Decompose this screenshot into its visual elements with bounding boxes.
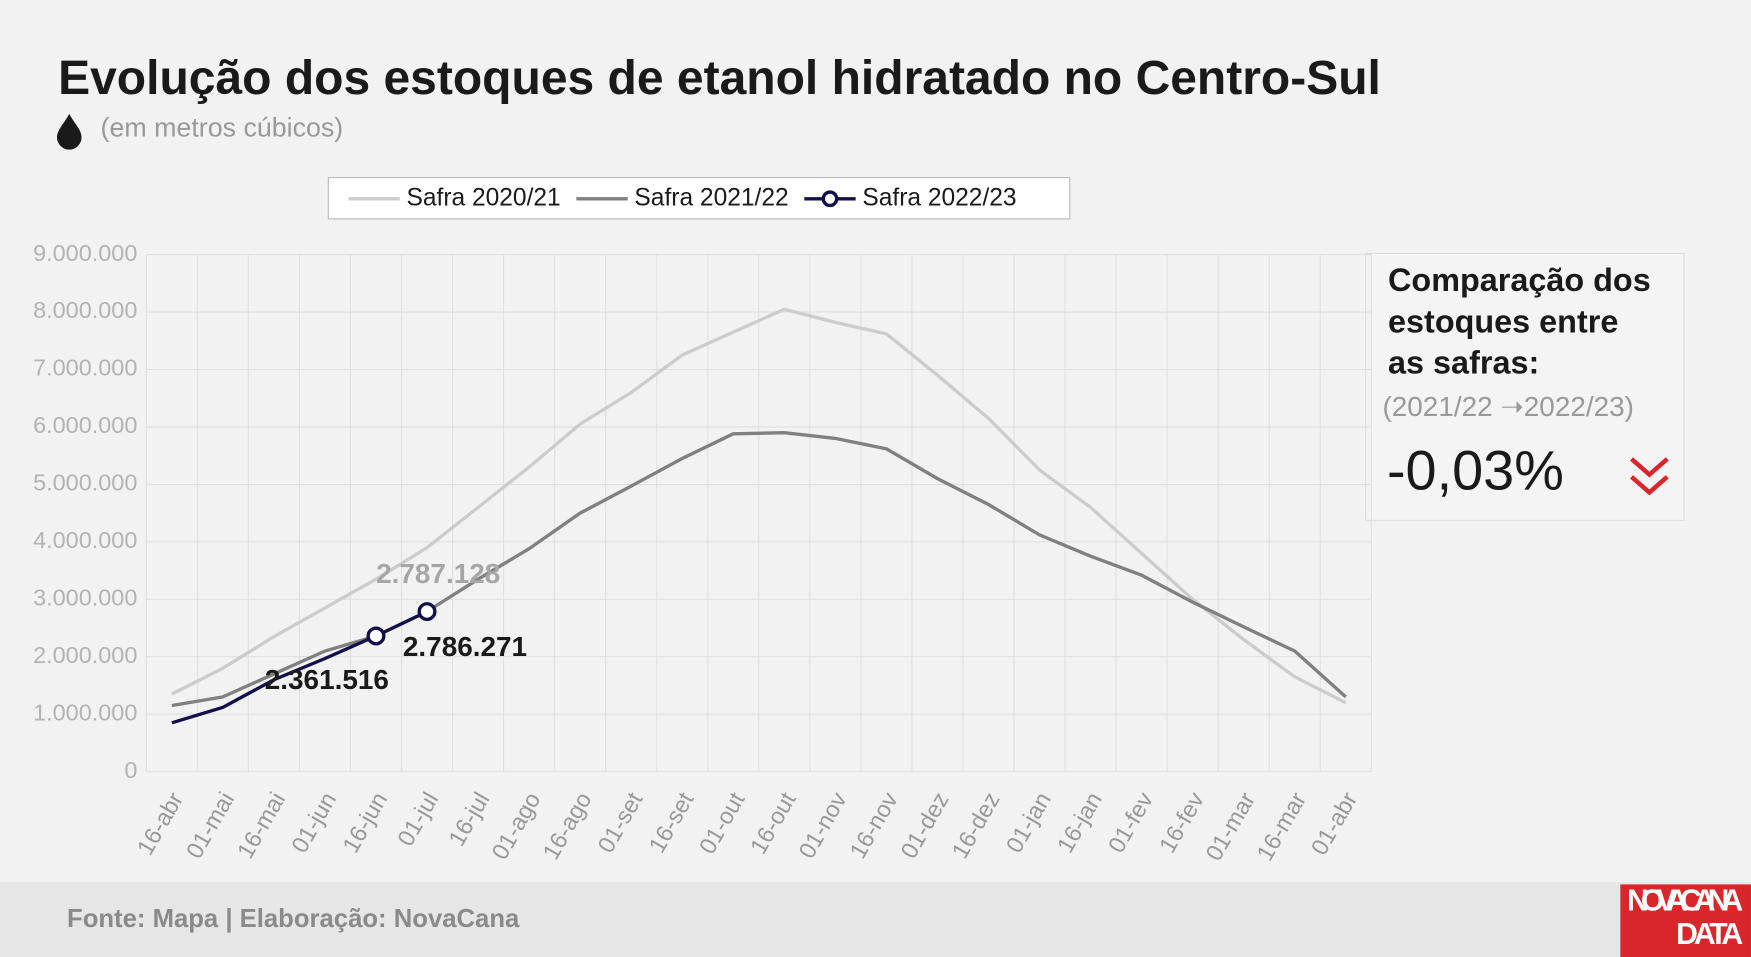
y-tick-label: 4.000.000 [33, 527, 137, 553]
comparison-period: (2021/22 ➝2022/23) [1382, 391, 1633, 422]
data-label: 2.786.271 [403, 631, 527, 662]
y-tick-label: 6.000.000 [33, 412, 137, 438]
logo [1620, 884, 1751, 957]
comparison-value: -0,03% [1387, 438, 1564, 501]
series-line [171, 307, 1347, 705]
logo-text: NOVACANA [1627, 884, 1743, 917]
legend-box [327, 176, 1071, 220]
source: Fonte: Mapa | Elaboração: NovaCana [67, 905, 520, 933]
y-tick-label: 1.000.000 [33, 699, 137, 725]
comparison-title: Comparação dos [1388, 262, 1651, 298]
comparison-title: estoques entre [1388, 303, 1618, 339]
y-tick-label: 3.000.000 [33, 584, 137, 610]
legend-label: Safra 2022/23 [862, 184, 1016, 211]
data-label: 2.361.516 [265, 664, 389, 695]
data-label: 2.787.128 [376, 558, 500, 589]
down-arrow [1630, 457, 1669, 496]
footer [0, 882, 1751, 957]
y-tick-label: 5.000.000 [33, 470, 137, 496]
y-tick-label: 7.000.000 [33, 355, 137, 381]
comparison-title: as safras: [1388, 345, 1539, 381]
logo-text: DATA [1676, 918, 1743, 951]
drop-icon [56, 113, 82, 150]
chart-title: Evolução dos estoques de etanol hidratad… [58, 52, 1381, 105]
y-tick-label: 0 [124, 757, 137, 783]
legend-label: Safra 2021/22 [634, 184, 788, 211]
y-tick-label: 2.000.000 [33, 642, 137, 668]
chart-subtitle: (em metros cúbicos) [101, 113, 344, 143]
comparison-box [1365, 252, 1685, 521]
point-marker [366, 626, 386, 646]
y-tick-label: 9.000.000 [33, 240, 137, 266]
y-tick-label: 8.000.000 [33, 297, 137, 323]
point-marker [417, 602, 437, 622]
legend-marker [821, 190, 839, 208]
legend-label: Safra 2020/21 [406, 184, 560, 211]
